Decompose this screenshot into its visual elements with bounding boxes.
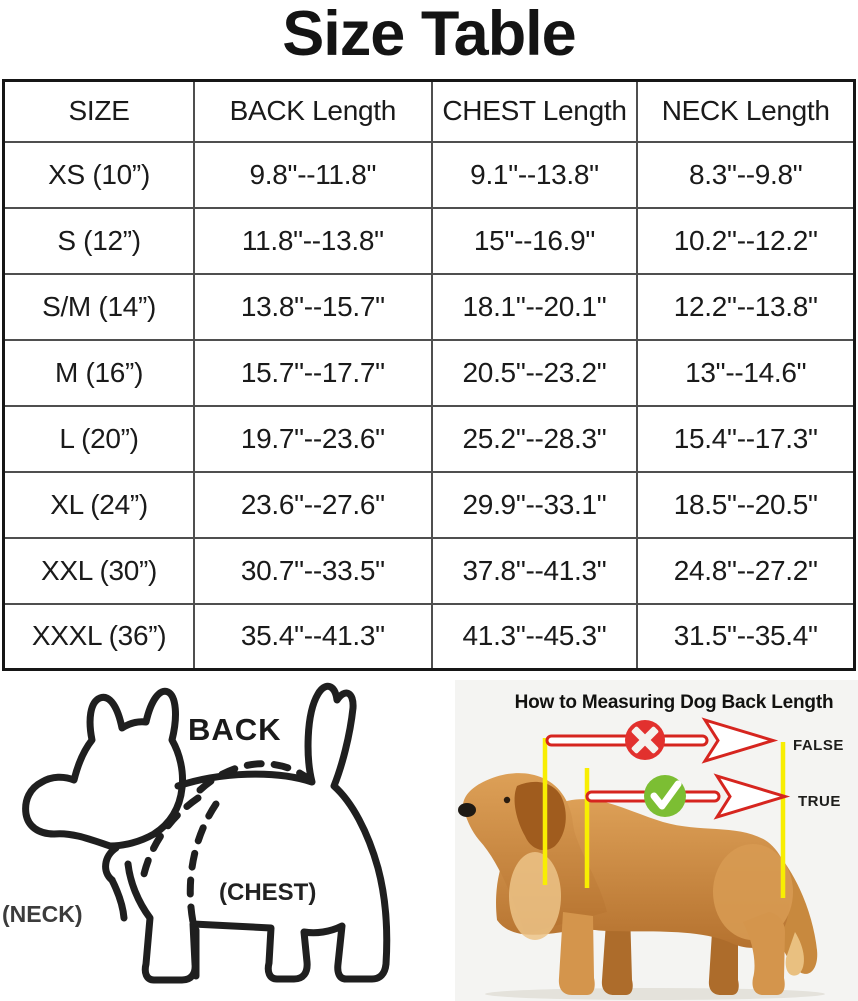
measurement-cell: 31.5"--35.4" xyxy=(636,602,856,671)
column-header-neck: NECK Length xyxy=(636,79,856,143)
neck-label: (NECK) xyxy=(2,901,83,927)
dog-figure xyxy=(458,773,825,1000)
size-cell: S/M (14”) xyxy=(2,272,196,341)
size-cell: L (20”) xyxy=(2,404,196,473)
measurement-cell: 18.5"--20.5" xyxy=(636,470,856,539)
dog-eye xyxy=(503,796,511,804)
measurement-cell: 24.8"--27.2" xyxy=(636,536,856,605)
back-measure-dashed-line xyxy=(196,760,314,794)
table-row: XL (24”) 23.6"--27.6" 29.9"--33.1" 18.5"… xyxy=(2,470,856,539)
dog-jaw-line xyxy=(102,844,120,884)
measurement-cell: 9.8"--11.8" xyxy=(193,140,433,209)
measurement-cell: 25.2"--28.3" xyxy=(430,404,639,473)
golden-retriever-photo xyxy=(458,717,825,1000)
measurement-cell: 30.7"--33.5" xyxy=(193,536,433,605)
measurement-cell: 15"--16.9" xyxy=(430,206,639,275)
back-label: BACK xyxy=(188,712,282,747)
neck-measure-dashed-line xyxy=(140,794,202,878)
size-cell: S (12”) xyxy=(2,206,196,275)
measurement-cell: 23.6"--27.6" xyxy=(193,470,433,539)
column-header-size: SIZE xyxy=(2,79,196,143)
size-cell: XXXL (36”) xyxy=(2,602,196,671)
measurement-cell: 18.1"--20.1" xyxy=(430,272,639,341)
size-cell: XXL (30”) xyxy=(2,536,196,605)
dog-nose xyxy=(458,803,476,817)
measurement-cell: 37.8"--41.3" xyxy=(430,536,639,605)
measurement-cell: 12.2"--13.8" xyxy=(636,272,856,341)
table-row: S/M (14”) 13.8"--15.7" 18.1"--20.1" 12.2… xyxy=(2,272,856,341)
measurement-cell: 9.1"--13.8" xyxy=(430,140,639,209)
measurement-cell: 20.5"--23.2" xyxy=(430,338,639,407)
true-label: TRUE xyxy=(798,793,841,810)
dog-neck-front-line xyxy=(108,876,128,922)
true-arrow xyxy=(585,773,791,820)
measurement-cell: 19.7"--23.6" xyxy=(193,404,433,473)
measurement-cell: 13"--14.6" xyxy=(636,338,856,407)
false-arrow xyxy=(545,717,779,764)
table-row: XXXL (36”) 35.4"--41.3" 41.3"--45.3" 31.… xyxy=(2,602,856,671)
column-header-back: BACK Length xyxy=(193,79,433,143)
measurement-cell: 29.9"--33.1" xyxy=(430,470,639,539)
cartoon-dog-outline xyxy=(22,682,391,984)
measurement-cell: 15.4"--17.3" xyxy=(636,404,856,473)
false-label: FALSE xyxy=(793,737,844,754)
table-row: L (20”) 19.7"--23.6" 25.2"--28.3" 15.4"-… xyxy=(2,404,856,473)
measurement-cell: 13.8"--15.7" xyxy=(193,272,433,341)
page-title: Size Table xyxy=(282,0,576,69)
size-cell: XL (24”) xyxy=(2,470,196,539)
table-row: S (12”) 11.8"--13.8" 15"--16.9" 10.2"--1… xyxy=(2,206,856,275)
measurement-cell: 11.8"--13.8" xyxy=(193,206,433,275)
chest-label: (CHEST) xyxy=(219,879,317,906)
measurement-cell: 35.4"--41.3" xyxy=(193,602,433,671)
dog-measurement-diagram: BACK (CHEST) (NECK) xyxy=(0,676,455,1001)
size-table: SIZE BACK Length CHEST Length NECK Lengt… xyxy=(2,79,856,671)
photo-title: How to Measuring Dog Back Length xyxy=(514,692,834,713)
header-row: SIZE BACK Length CHEST Length NECK Lengt… xyxy=(2,79,856,143)
column-header-chest: CHEST Length xyxy=(430,79,639,143)
table-row: XS (10”) 9.8"--11.8" 9.1"--13.8" 8.3"--9… xyxy=(2,140,856,209)
table-row: XXL (30”) 30.7"--33.5" 37.8"--41.3" 24.8… xyxy=(2,536,856,605)
measurement-cell: 8.3"--9.8" xyxy=(636,140,856,209)
yellow-measure-lines xyxy=(542,738,786,898)
chest-measure-dashed-line xyxy=(186,800,220,926)
table-row: M (16”) 15.7"--17.7" 20.5"--23.2" 13"--1… xyxy=(2,338,856,407)
check-mark-icon xyxy=(644,775,686,817)
size-cell: XS (10”) xyxy=(2,140,196,209)
measuring-guide-photo: How to Measuring Dog Back Length FALSE T… xyxy=(455,680,858,1001)
dog-head-outline xyxy=(22,687,186,850)
measurement-cell: 10.2"--12.2" xyxy=(636,206,856,275)
size-cell: M (16”) xyxy=(2,338,196,407)
measurement-cell: 41.3"--45.3" xyxy=(430,602,639,671)
dog-ear xyxy=(514,781,566,851)
x-mark-icon xyxy=(625,720,665,760)
measurement-cell: 15.7"--17.7" xyxy=(193,338,433,407)
